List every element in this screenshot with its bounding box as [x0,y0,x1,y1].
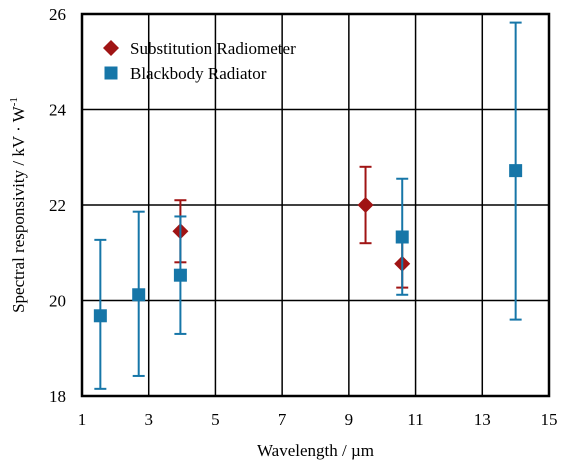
grid-lines [82,14,549,396]
data-point-square [93,309,107,323]
series-substitution-radiometer [172,165,411,289]
y-axis-title: Spectral responsivity / kV · W-1 [8,97,28,313]
data-point-diamond [357,197,374,213]
y-axis-title-superscript: -1 [8,97,20,106]
data-point-square [395,230,409,244]
x-tick-label: 11 [407,410,423,429]
y-tick-label: 22 [49,196,66,215]
legend: Substitution Radiometer Blackbody Radiat… [103,39,296,83]
x-axis-title: Wavelength / µm [257,441,374,460]
x-tick-label: 3 [144,410,153,429]
x-tick-label: 9 [345,410,354,429]
data-point-square [132,288,146,302]
y-tick-label: 26 [49,5,66,24]
x-tick-label: 5 [211,410,220,429]
x-tick-label: 15 [541,410,558,429]
legend-label-blackbody-radiator: Blackbody Radiator [130,64,267,83]
legend-marker-blackbody-radiator [104,66,118,80]
legend-label-substitution-radiometer: Substitution Radiometer [130,39,296,58]
x-tick-label: 13 [474,410,491,429]
data-point-square [173,268,187,282]
y-axis-title-main: Spectral responsivity / kV · W [9,105,28,313]
data-point-square [509,164,523,178]
x-axis-tick-labels: 1 3 5 7 9 11 13 15 [78,410,558,429]
y-tick-label: 18 [49,387,66,406]
plot-area-frame [80,12,551,398]
y-tick-label: 24 [49,101,67,120]
legend-marker-substitution-radiometer [103,40,119,56]
y-tick-label: 20 [49,292,66,311]
y-axis-tick-labels: 18 20 22 24 26 [49,5,67,406]
x-tick-label: 7 [278,410,287,429]
data-series [93,21,523,390]
x-tick-label: 1 [78,410,87,429]
series-blackbody-radiator [93,21,523,390]
